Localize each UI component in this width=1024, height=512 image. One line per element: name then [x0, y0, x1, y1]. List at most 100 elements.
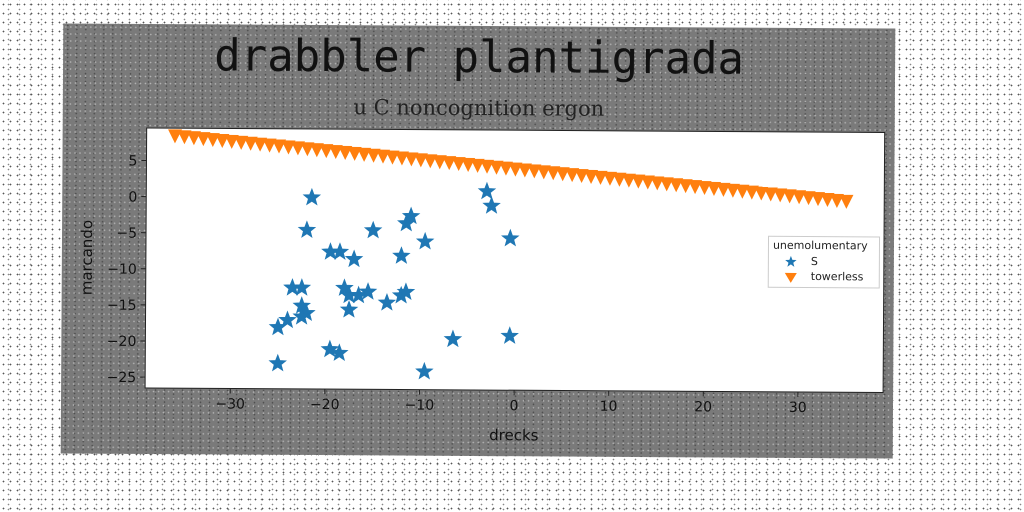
y-tick-label: −15 — [107, 298, 137, 314]
data-point-towerless — [413, 153, 428, 168]
data-point-s — [344, 249, 364, 268]
data-point-towerless — [272, 139, 287, 154]
data-point-towerless — [517, 163, 532, 178]
data-point-s — [401, 206, 421, 225]
data-point-towerless — [215, 133, 230, 148]
data-point-towerless — [300, 142, 315, 157]
data-point-towerless — [811, 192, 826, 207]
data-point-towerless — [546, 166, 561, 181]
data-point-s — [268, 353, 287, 372]
data-point-towerless — [536, 165, 551, 180]
data-point-towerless — [253, 137, 268, 152]
data-point-towerless — [829, 193, 844, 208]
x-tick-label: 20 — [694, 399, 712, 415]
data-point-towerless — [281, 140, 296, 155]
data-point-towerless — [593, 170, 608, 185]
x-tick-label: 10 — [600, 399, 618, 415]
x-tick-label: −10 — [405, 398, 435, 414]
x-axis-ticks: −30 −20 −10 0 10 20 30 — [215, 388, 807, 416]
data-point-towerless — [262, 138, 277, 153]
data-point-s — [377, 293, 397, 311]
data-point-towerless — [451, 156, 466, 172]
data-point-towerless — [177, 130, 192, 145]
data-point-towerless — [168, 129, 183, 144]
data-point-towerless — [395, 151, 410, 166]
data-point-s — [500, 326, 519, 344]
data-point-s — [278, 310, 297, 329]
x-tick-label: −20 — [310, 397, 340, 413]
data-point-towerless — [442, 156, 457, 171]
star-icon — [785, 255, 797, 267]
legend-label-towerless: towerless — [810, 270, 864, 284]
data-point-towerless — [470, 158, 485, 173]
data-point-towerless — [839, 194, 854, 209]
y-tick-label: −25 — [107, 370, 137, 386]
data-point-s — [335, 278, 354, 296]
data-point-s — [477, 181, 497, 200]
data-point-towerless — [697, 180, 712, 196]
legend-label-s: S — [810, 255, 818, 269]
data-point-towerless — [640, 175, 655, 190]
data-point-s — [443, 329, 463, 348]
data-point-towerless — [763, 187, 778, 202]
data-point-towerless — [820, 192, 835, 208]
data-point-towerless — [754, 186, 769, 201]
data-point-towerless — [224, 134, 239, 149]
x-tick-label: 30 — [789, 400, 807, 416]
data-point-s — [330, 343, 349, 361]
data-point-towerless — [735, 184, 750, 199]
data-point-towerless — [186, 131, 201, 146]
data-point-towerless — [744, 185, 759, 200]
data-point-towerless — [196, 132, 211, 147]
data-point-towerless — [366, 148, 381, 163]
data-point-s — [320, 339, 340, 358]
data-point-towerless — [499, 161, 514, 176]
data-point-towerless — [328, 145, 343, 160]
data-point-towerless — [508, 162, 523, 177]
data-point-towerless — [385, 150, 400, 165]
data-point-towerless — [404, 152, 419, 167]
series-towerless-markers — [168, 129, 854, 209]
data-point-towerless — [290, 141, 305, 156]
x-tick-label: 0 — [509, 398, 518, 414]
data-point-towerless — [603, 171, 618, 186]
x-tick-label: −30 — [215, 396, 245, 412]
data-point-towerless — [480, 159, 495, 174]
data-point-towerless — [338, 145, 353, 160]
data-point-towerless — [423, 154, 438, 169]
data-point-towerless — [309, 143, 324, 158]
data-point-towerless — [432, 155, 447, 170]
x-axis-label: drecks — [489, 426, 539, 444]
data-point-s — [330, 242, 350, 260]
data-point-towerless — [319, 144, 334, 159]
data-point-s — [415, 361, 434, 380]
data-point-towerless — [773, 188, 788, 203]
plot-svg: −30 −20 −10 0 10 20 30 5 0 −5 −10 −15 −20 −25 drecks… — [78, 127, 886, 444]
y-tick-label: −5 — [116, 226, 137, 242]
data-point-towerless — [659, 177, 674, 192]
series-s-markers — [268, 181, 520, 380]
data-point-towerless — [205, 133, 220, 148]
legend: unemolumentary S towerless — [767, 235, 881, 289]
y-tick-label: 0 — [128, 189, 137, 205]
data-point-s — [396, 282, 416, 300]
data-point-towerless — [782, 189, 797, 204]
y-tick-label: −10 — [107, 262, 137, 278]
chart-figure: drabbler plantigrada u C noncognition er… — [60, 23, 896, 459]
data-point-s — [292, 278, 312, 296]
data-point-towerless — [584, 169, 599, 184]
data-point-s — [415, 231, 435, 250]
data-point-s — [302, 187, 322, 206]
legend-title: unemolumentary — [772, 238, 868, 253]
data-point-towerless — [716, 182, 731, 197]
data-point-s — [268, 317, 288, 336]
data-point-towerless — [376, 149, 391, 164]
data-point-towerless — [801, 191, 816, 206]
data-point-s — [482, 196, 501, 214]
data-point-towerless — [678, 179, 693, 194]
y-axis-label: marcando — [78, 220, 96, 295]
data-point-towerless — [725, 183, 740, 198]
data-point-s — [501, 228, 520, 247]
data-point-s — [292, 307, 311, 325]
data-point-towerless — [574, 168, 589, 184]
